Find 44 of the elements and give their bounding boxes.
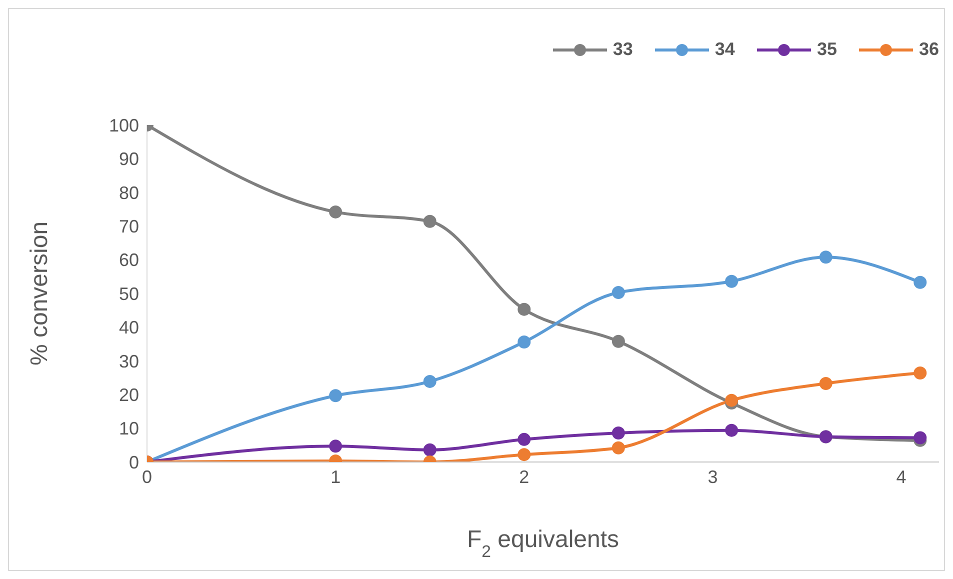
point <box>423 374 436 388</box>
point <box>423 443 436 456</box>
x-tick-label: 1 <box>330 466 341 487</box>
y-tick-label: 100 <box>108 115 139 136</box>
point <box>725 394 738 407</box>
y-tick-label: 30 <box>118 351 139 372</box>
point <box>725 274 738 288</box>
point <box>914 366 927 380</box>
point <box>423 214 436 228</box>
y-axis-title: % conversion <box>26 221 53 366</box>
point <box>518 336 531 349</box>
y-tick-label: 80 <box>118 182 139 203</box>
legend-label: 35 <box>816 39 837 60</box>
y-tick-label: 0 <box>128 452 139 472</box>
x-tick-label: 4 <box>896 466 906 487</box>
legend-label: 34 <box>714 39 735 60</box>
x-tick-label: 3 <box>708 466 718 487</box>
point <box>329 389 342 402</box>
point <box>329 205 342 218</box>
point <box>612 286 625 299</box>
legend-label: 36 <box>918 39 939 60</box>
x-tick-label: 0 <box>142 466 152 487</box>
point <box>819 250 832 264</box>
point <box>612 334 625 348</box>
y-tick-label: 40 <box>118 318 139 338</box>
point <box>612 441 625 454</box>
point <box>914 431 927 444</box>
y-tick-label: 50 <box>118 284 139 304</box>
y-tick-label: 60 <box>118 250 139 270</box>
point <box>518 302 531 316</box>
point <box>518 432 531 446</box>
x-tick-label: 2 <box>519 466 530 487</box>
point <box>914 276 927 289</box>
x-axis-title: F$_{2}$ equivalents <box>466 526 620 560</box>
y-tick-label: 10 <box>118 418 139 439</box>
y-tick-label: 20 <box>118 384 139 405</box>
point <box>819 376 832 390</box>
point <box>329 440 342 453</box>
point <box>725 424 738 437</box>
y-tick-label: 70 <box>118 216 139 236</box>
point <box>518 448 531 462</box>
point <box>612 426 625 440</box>
legend-label: 33 <box>612 39 633 60</box>
y-tick-label: 90 <box>118 149 139 170</box>
